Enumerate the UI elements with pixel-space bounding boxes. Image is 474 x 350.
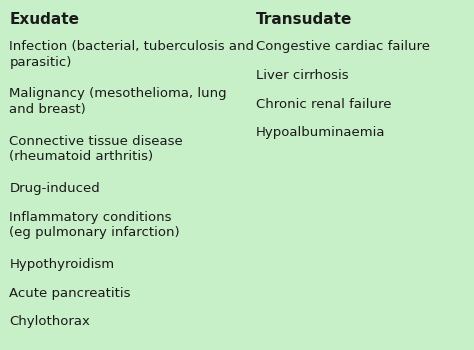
- Text: Chylothorax: Chylothorax: [9, 315, 91, 328]
- Text: Liver cirrhosis: Liver cirrhosis: [256, 69, 348, 82]
- Text: Malignancy (mesothelioma, lung
and breast): Malignancy (mesothelioma, lung and breas…: [9, 88, 227, 116]
- Text: Drug-induced: Drug-induced: [9, 182, 100, 195]
- Text: Hypothyroidism: Hypothyroidism: [9, 258, 115, 271]
- Text: Acute pancreatitis: Acute pancreatitis: [9, 287, 131, 300]
- Text: Infection (bacterial, tuberculosis and
parasitic): Infection (bacterial, tuberculosis and p…: [9, 40, 255, 69]
- Text: Hypoalbuminaemia: Hypoalbuminaemia: [256, 126, 385, 139]
- Text: Transudate: Transudate: [256, 12, 352, 27]
- Text: Exudate: Exudate: [9, 12, 80, 27]
- Text: Congestive cardiac failure: Congestive cardiac failure: [256, 40, 430, 53]
- Text: Chronic renal failure: Chronic renal failure: [256, 98, 392, 111]
- Text: Connective tissue disease
(rheumatoid arthritis): Connective tissue disease (rheumatoid ar…: [9, 135, 183, 163]
- Text: Inflammatory conditions
(eg pulmonary infarction): Inflammatory conditions (eg pulmonary in…: [9, 211, 180, 239]
